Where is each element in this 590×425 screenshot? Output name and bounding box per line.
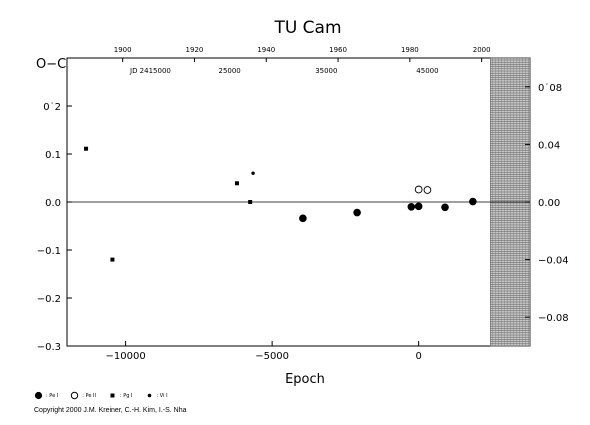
year-tick-label: 1920: [186, 46, 204, 54]
data-point: [234, 181, 239, 186]
legend-item: : Vi I: [145, 391, 168, 400]
y-tick-label: 0.1: [45, 150, 61, 161]
legend-marker-icon: [147, 393, 151, 398]
jd-tick-label: 45000: [416, 67, 438, 75]
data-point: [423, 186, 432, 194]
legend-item: : Pe II: [70, 391, 96, 400]
data-point: [353, 208, 361, 217]
x-tick-label: 0: [415, 351, 421, 362]
x-axis-label: Epoch: [285, 372, 325, 387]
year-tick-label: 1960: [329, 46, 347, 54]
jd-tick-label: 25000: [218, 67, 240, 75]
year-tick-label: 1900: [114, 46, 132, 54]
y-tick-label: 0˙2: [43, 102, 61, 113]
year-tick-label: 2000: [473, 46, 491, 54]
legend-marker-icon: [34, 391, 43, 400]
y-tick-label: 0.0: [45, 198, 61, 209]
year-tick-label: 1980: [401, 46, 419, 54]
data-point: [251, 171, 255, 175]
legend-item: : Pe I: [34, 391, 58, 400]
legend-label: : Pg I: [120, 392, 133, 399]
right-y-tick-label: 0.00: [538, 198, 560, 209]
data-point: [469, 197, 477, 206]
chart-title: TU Cam: [273, 18, 341, 38]
legend-marker-icon: [71, 391, 79, 400]
legend-label: : Pe II: [82, 392, 96, 399]
data-point: [84, 146, 89, 151]
data-point: [414, 185, 423, 194]
data-point: [414, 202, 423, 211]
legend-item: : Pg I: [108, 391, 133, 400]
right-y-tick-label: 0.04: [538, 140, 560, 151]
y-tick-label: −0.2: [37, 294, 61, 305]
y-axis-label: O−C: [36, 57, 66, 72]
year-tick-label: 1940: [257, 46, 275, 54]
legend-label: : Pe I: [46, 392, 59, 399]
x-tick-label: −10000: [106, 351, 146, 362]
right-y-tick-label: −0.04: [538, 256, 569, 267]
y-tick-label: −0.3: [37, 342, 61, 353]
legend-marker-icon: [110, 393, 115, 398]
jd-axis-label: JD 2415000: [129, 67, 171, 75]
jd-tick-label: 35000: [315, 67, 337, 75]
copyright-text: Copyright 2000 J.M. Kreiner, C.-H. Kim, …: [34, 407, 187, 414]
data-point: [248, 200, 253, 204]
right-y-tick-label: 0˙08: [538, 83, 562, 94]
data-point: [407, 203, 416, 211]
right-y-tick-label: −0.08: [538, 313, 569, 324]
data-point: [110, 257, 115, 262]
y-tick-label: −0.1: [37, 246, 61, 257]
x-tick-label: −5000: [255, 351, 289, 362]
data-point: [299, 214, 307, 223]
legend: : Pe I : Pe II : Pg I : Vi I: [34, 391, 168, 400]
legend-label: : Vi I: [156, 392, 168, 399]
data-point: [441, 203, 449, 212]
